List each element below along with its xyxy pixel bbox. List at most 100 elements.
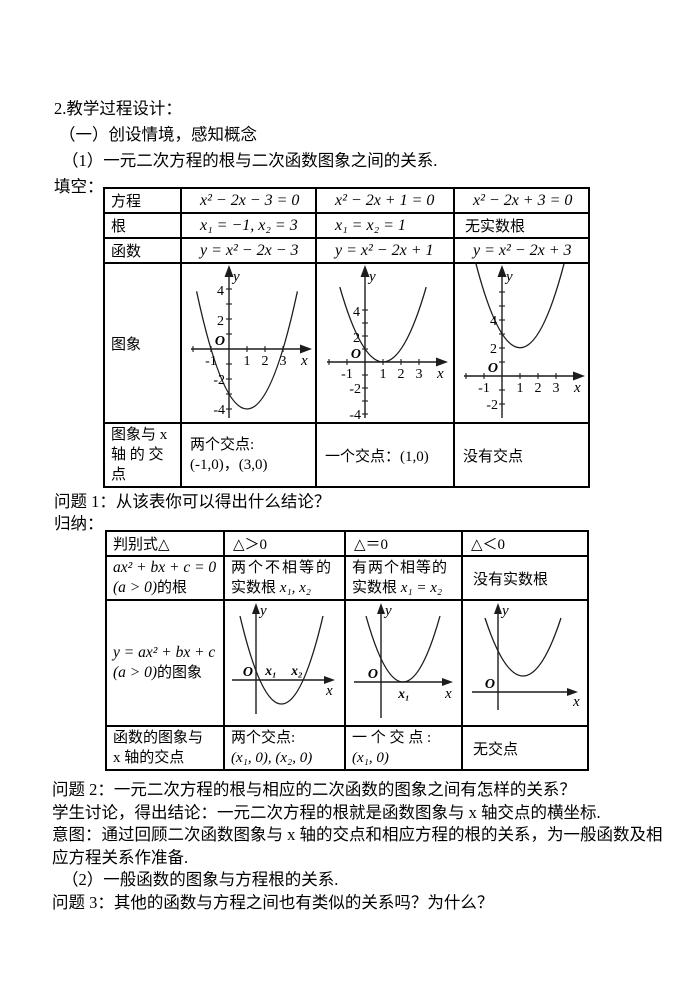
condition-text: 的根 <box>157 580 188 596</box>
roots-case-1: 两个不相等的 实数根 x₁, x₂ <box>223 555 346 601</box>
origin-label: O <box>367 667 377 682</box>
roots-cell-3: 无实数根 <box>453 212 590 239</box>
header-delta-positive: △＞0 <box>223 530 346 557</box>
x-tick-3: 3 <box>279 354 286 369</box>
x-tick-1: 1 <box>380 367 387 382</box>
root1-label: x₁ <box>264 663 276 678</box>
x-tick-1: 1 <box>516 381 523 396</box>
label-line: 函数的图象与 <box>113 730 204 746</box>
roots-cell-1: x₁ = −1, x₂ = 3 <box>180 212 317 239</box>
header-delta-negative: △＜0 <box>461 530 589 557</box>
condition-math: (a > 0) <box>113 579 158 596</box>
case-text: 有两个相等的 <box>352 560 449 576</box>
roots-row-condition: (a > 0)的根 <box>113 578 219 598</box>
general-intersections-3: 无交点 <box>461 725 589 771</box>
x-tick-3: 3 <box>552 381 559 396</box>
case-roots: 实数根 x₁ = x₂ <box>352 578 457 598</box>
label-line: x 轴的交点 <box>113 750 185 766</box>
discussion-conclusion: 学生讨论，得出结论：一元二次方程的根就是函数图象与 x 轴交点的横坐标. <box>52 802 601 822</box>
table-row-roots-cases: ax² + bx + c = 0 (a > 0)的根 两个不相等的 实数根 x₁… <box>105 555 589 601</box>
x-axis-label: x <box>573 380 581 396</box>
y-tick-4: 4 <box>490 314 497 329</box>
x-axis-label: x <box>300 353 308 369</box>
condition-math: (a > 0) <box>113 664 158 681</box>
case-text: 两个不相等的 <box>231 560 334 576</box>
y-tick-neg4: -4 <box>349 408 361 422</box>
y-tick-2: 2 <box>490 342 497 357</box>
x-tick-neg1: -1 <box>478 381 490 396</box>
origin-label: O <box>242 665 252 680</box>
row-label-intersections: 图象与 x 轴 的 交 点 <box>103 422 182 488</box>
summary-label: 归纳： <box>54 514 104 533</box>
y-tick-2: 2 <box>217 314 224 329</box>
table-row-equation: 方程 x² − 2x − 3 = 0 x² − 2x + 1 = 0 x² − … <box>103 187 590 214</box>
y-tick-neg2: -2 <box>486 398 498 413</box>
parabola-graph-no-root: y x O 4 2 -1 1 2 3 -2 <box>463 265 585 418</box>
question-2: 问题 2：一元二次方程的根与相应的二次函数的图象之间有怎样的关系？ <box>52 780 576 799</box>
parabola-graph-one-root: y x O 4 2 -1 1 2 3 -2 -4 <box>327 265 448 422</box>
question-3: 问题 3：其他的函数与方程之间也有类似的关系吗？为什么？ <box>52 892 494 912</box>
x-tick-neg1: -1 <box>205 354 217 369</box>
closing-block: 问题 2：一元二次方程的根与相应的二次函数的图象之间有怎样的关系？ 学生讨论，得… <box>52 779 668 915</box>
y-axis-label: y <box>383 603 392 619</box>
root1-label: x₁ <box>397 686 409 701</box>
row-label-roots: 根 <box>103 212 182 239</box>
intersections-cell-2: 一个交点：(1,0) <box>315 422 455 488</box>
heading-item-one: （1）一元二次方程的根与二次函数图象之间的关系. <box>62 151 438 170</box>
x-tick-2: 2 <box>398 367 405 382</box>
y-axis-label: y <box>258 603 267 619</box>
general-intersections-1: 两个交点: (x₁, 0), (x₂, 0) <box>223 725 346 771</box>
table-row-function: 函数 y = x² − 2x − 3 y = x² − 2x + 1 y = x… <box>103 237 590 264</box>
y-tick-4: 4 <box>217 284 224 299</box>
table-row-general-intersections: 函数的图象与 x 轴的交点 两个交点: (x₁, 0), (x₂, 0) 一 个… <box>105 725 589 771</box>
question1-block: 问题 1：从该表你可以得出什么结论？ 归纳： <box>54 491 330 535</box>
y-axis-label: y <box>231 269 240 285</box>
y-axis-label: y <box>500 603 509 619</box>
row-label-equation: 方程 <box>103 187 182 214</box>
table-quadratic-examples: 方程 x² − 2x − 3 = 0 x² − 2x + 1 = 0 x² − … <box>103 187 590 488</box>
case-roots: 实数根 x₁, x₂ <box>231 578 340 598</box>
roots-cell-2: x₁ = x₂ = 1 <box>315 212 455 239</box>
root2-label: x₂ <box>290 663 303 678</box>
x-tick-neg1: -1 <box>341 367 353 382</box>
function-cell-1: y = x² − 2x − 3 <box>180 237 317 264</box>
graph-row-function: y = ax² + bx + c <box>113 644 216 661</box>
intersections-points: (x₁, 0), (x₂, 0) <box>231 750 313 766</box>
origin-label: O <box>485 677 495 692</box>
heading-section-one: （一）创设情境，感知概念 <box>59 125 257 144</box>
intersections-row-label: 函数的图象与 x 轴的交点 <box>105 725 225 771</box>
intersections-cell-1: 两个交点: (-1,0)，(3,0) <box>180 422 317 488</box>
row-label-graph: 图象 <box>103 262 182 424</box>
design-intent: 意图：通过回顾二次函数图象与 x 轴的交点和相应方程的根的关系，为一般函数及相应… <box>52 825 663 867</box>
label-line: 点 <box>111 467 127 483</box>
intersections-count: 一 个 交 点 : <box>352 730 432 746</box>
header-delta-zero: △＝0 <box>344 530 463 557</box>
y-tick-2: 2 <box>353 331 360 346</box>
fill-blank-label: 填空： <box>54 177 104 196</box>
table-row-header: 判别式△ △＞0 △＝0 △＜0 <box>105 530 589 557</box>
origin-label: O <box>214 334 224 349</box>
y-tick-4: 4 <box>353 305 360 320</box>
general-parabola-one-root: O x₁ y x <box>353 603 453 718</box>
intersections-count: 两个交点: <box>190 437 255 453</box>
condition-text: 的图象 <box>157 665 203 681</box>
origin-label: O <box>487 361 497 376</box>
general-parabola-no-root: O y x <box>472 603 580 710</box>
x-tick-2: 2 <box>261 354 268 369</box>
heading-item-two: （2）一般函数的图象与方程根的关系. <box>62 870 339 890</box>
y-tick-neg2: -2 <box>213 373 225 388</box>
general-graph-cell-3: O y x <box>461 599 589 727</box>
case-roots-math: x₁, x₂ <box>279 580 312 596</box>
roots-case-2: 有两个相等的 实数根 x₁ = x₂ <box>344 555 463 601</box>
roots-case-3: 没有实数根 <box>461 555 589 601</box>
graph-cell-2: y x O 4 2 -1 1 2 3 -2 -4 <box>315 262 455 424</box>
origin-label: O <box>351 347 361 362</box>
table-row-intersections: 图象与 x 轴 的 交 点 两个交点: (-1,0)，(3,0) 一个交点：(1… <box>103 422 590 488</box>
roots-row-equation: ax² + bx + c = 0 <box>113 559 217 576</box>
graph-row-label: y = ax² + bx + c (a > 0)的图象 <box>105 599 225 727</box>
x-axis-label: x <box>436 366 444 382</box>
header-discriminant: 判别式△ <box>105 530 225 557</box>
general-graph-cell-1: O x₁ x₂ y x <box>223 599 346 727</box>
x-axis-label: x <box>444 686 452 702</box>
